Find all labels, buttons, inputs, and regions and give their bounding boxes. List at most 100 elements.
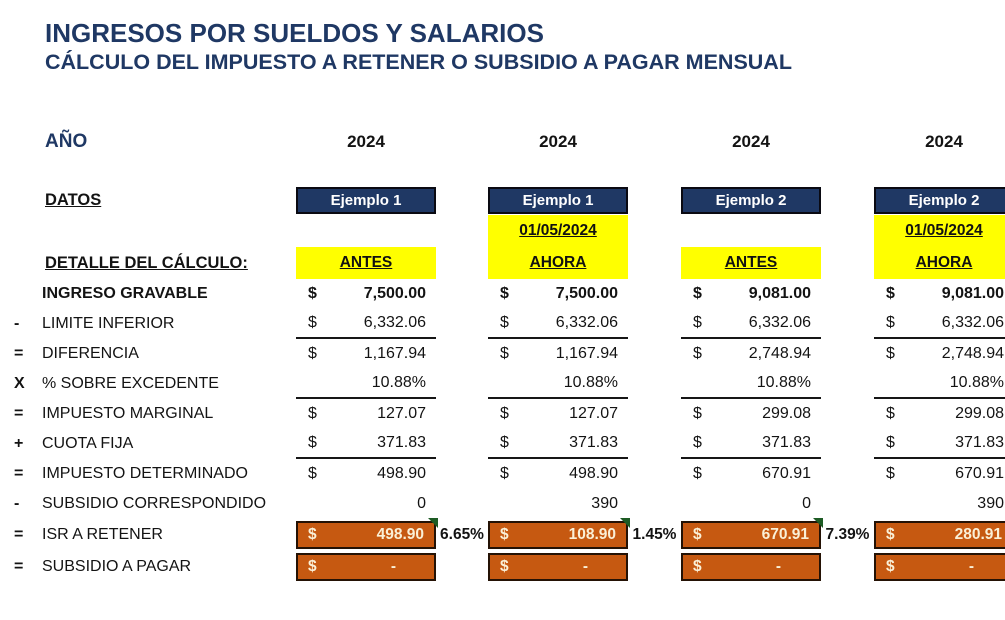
cell-limite-inferior-col4: $6,332.06 [874,309,1005,339]
date-cell-col2: 01/05/2024 [488,215,628,247]
retention-diff-percent-1: 6.65% [440,526,484,543]
currency-symbol: $ [693,558,702,575]
cell-value: 498.90 [377,465,426,482]
cell-impuesto-marginal-col1: $127.07 [296,399,436,429]
cell-value: - [582,558,588,575]
cell-value: 371.83 [762,434,811,451]
row-label: IMPUESTO MARGINAL [42,405,214,422]
cell-value: 6,332.06 [941,314,1004,331]
period-label: AHORA [529,254,587,271]
cell-value: 10.88% [756,374,811,391]
cell-diferencia-col2: $1,167.94 [488,339,628,369]
cell-value: 371.83 [955,434,1004,451]
cell-value: 10.88% [371,374,426,391]
cell-value: 6,332.06 [555,314,618,331]
row-header-subsidio-a-pagar: = SUBSIDIO A PAGAR [0,551,296,583]
currency-symbol: $ [693,465,702,482]
date-row: 01/05/2024 01/05/2024 [0,215,1005,247]
effective-date: 01/05/2024 [519,222,597,239]
currency-symbol: $ [308,314,317,331]
period-label: ANTES [339,254,393,271]
example-header-col4: Ejemplo 2 [874,186,1005,214]
cell-cuota-fija-col4: $371.83 [874,429,1005,459]
cell-wrap: $280.91 [874,519,1005,551]
effective-date: 01/05/2024 [905,222,983,239]
row-header-cuota-fija: + CUOTA FIJA [0,429,296,459]
cell-impuesto-determinado-col3: $670.91 [681,459,821,489]
cell-value: 2,748.94 [941,345,1004,362]
currency-symbol: $ [308,558,317,575]
cell-limite-inferior-col1: $6,332.06 [296,309,436,339]
currency-symbol: $ [308,526,317,543]
operator-sign: = [14,345,24,362]
currency-symbol: $ [886,434,895,451]
cell-value: 127.07 [569,405,618,422]
cell-value: 299.08 [955,405,1004,422]
row-subsidio-correspondido: - SUBSIDIO CORRESPONDIDO 0 390 0 390 [0,489,1005,519]
row-cuota-fija: + CUOTA FIJA $371.83 $371.83 $371.83 $371.83 [0,429,1005,459]
row-diferencia: = DIFERENCIA $1,167.94 $1,167.94 $2,748.94 $2… [0,339,1005,369]
cell-limite-inferior-col3: $6,332.06 [681,309,821,339]
currency-symbol: $ [500,526,509,543]
currency-symbol: $ [886,345,895,362]
cell-value: 2,748.94 [748,345,811,362]
cell-subsidio-correspondido-col1: 0 [296,489,436,519]
row-ingreso-gravable: INGRESO GRAVABLE $7,500.00 $7,500.00 $9,081… [0,279,1005,309]
year-value-col1: 2024 [347,132,385,151]
row-header-impuesto-marginal: = IMPUESTO MARGINAL [0,399,296,429]
currency-symbol: $ [886,558,895,575]
cell-value: 10.88% [563,374,618,391]
currency-symbol: $ [500,285,509,302]
highlight-cell-subsidio-a-pagar-col3: $ - [681,553,821,581]
currency-symbol: $ [500,405,509,422]
cell-value: 6,332.06 [748,314,811,331]
row-label: INGRESO GRAVABLE [42,285,208,302]
currency-symbol: $ [308,405,317,422]
cell-wrap: $670.91 [681,518,823,551]
row-header-isr-a-retener: = ISR A RETENER [0,519,296,551]
row-header-impuesto-determinado: = IMPUESTO DETERMINADO [0,459,296,489]
currency-symbol: $ [693,314,702,331]
cell-cuota-fija-col1: $371.83 [296,429,436,459]
cell-ingreso-gravable-col3: $9,081.00 [681,279,821,309]
cell-value: 670.91 [762,465,811,482]
cell-value: 670.91 [955,465,1004,482]
row-label: LIMITE INFERIOR [42,315,175,332]
operator-sign: X [14,375,25,392]
currency-symbol: $ [500,558,509,575]
period-cell-col1: ANTES [296,247,436,279]
highlight-cell-subsidio-a-pagar-col4: $ - [874,553,1005,581]
cell-sobre-excedente-col2: 10.88% [488,369,628,399]
detalle-row: DETALLE DEL CÁLCULO: ANTES AHORA ANTES A… [0,247,1005,279]
currency-symbol: $ [693,405,702,422]
cell-ingreso-gravable-col4: $9,081.00 [874,279,1005,309]
cell-wrap: $ - [874,551,1005,583]
empty-cell [0,215,296,247]
cell-subsidio-correspondido-col4: 390 [874,489,1005,519]
calculation-rows: INGRESO GRAVABLE $7,500.00 $7,500.00 $9,081… [0,279,1005,583]
highlight-cell-subsidio-a-pagar-col2: $ - [488,553,628,581]
row-label: % SOBRE EXCEDENTE [42,375,219,392]
cell-value: 498.90 [376,526,424,543]
cell-diferencia-col4: $2,748.94 [874,339,1005,369]
year-label: AÑO [45,131,88,152]
row-label: SUBSIDIO A PAGAR [42,558,192,575]
currency-symbol: $ [886,285,895,302]
cell-value: 1,167.94 [555,345,618,362]
row-isr-a-retener: = ISR A RETENER $498.90 6.65% $108.90 1.45% $6… [0,518,1005,551]
year-value-col4: 2024 [925,132,963,151]
cell-value: 10.88% [949,374,1004,391]
cell-value: 127.07 [377,405,426,422]
highlight-cell-isr-a-retener-col3: $670.91 [681,518,823,549]
period-label: AHORA [915,254,973,271]
row-label: ISR A RETENER [42,526,163,543]
cell-impuesto-determinado-col2: $498.90 [488,459,628,489]
highlight-cell-isr-a-retener-col2: $108.90 [488,518,630,549]
row-sobre-excedente: X % SOBRE EXCEDENTE 10.88% 10.88% 10.88% 10.8… [0,369,1005,399]
cell-value: 0 [802,495,811,512]
operator-sign: = [14,558,24,575]
row-label: IMPUESTO DETERMINADO [42,465,248,482]
row-label: SUBSIDIO CORRESPONDIDO [42,495,267,512]
currency-symbol: $ [693,434,702,451]
